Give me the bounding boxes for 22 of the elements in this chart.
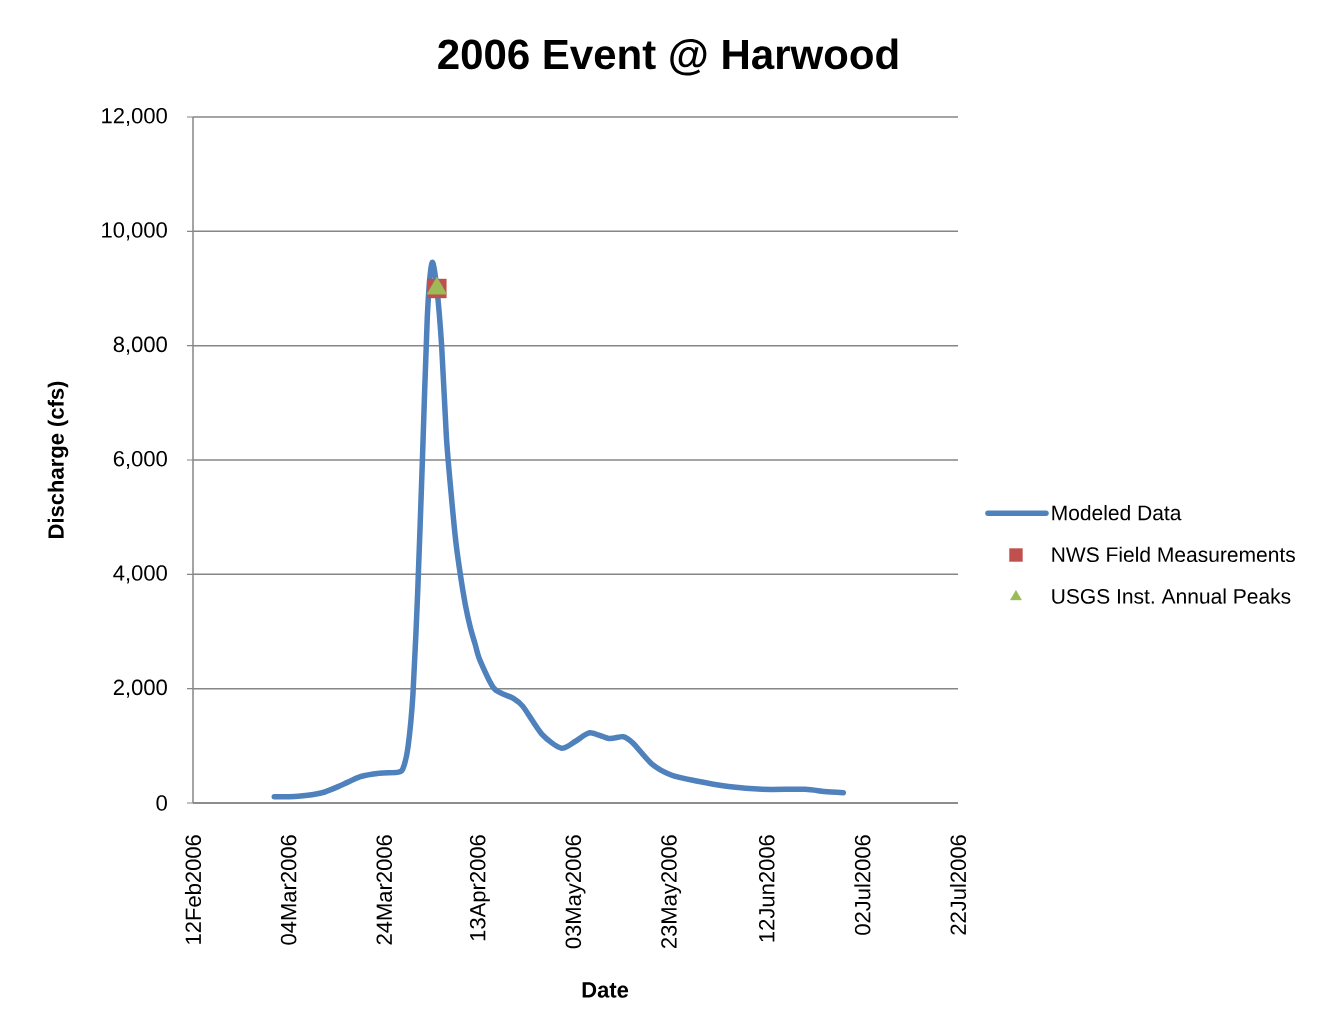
y-tick-label: 6,000 [113, 450, 167, 470]
chart-title: 2006 Event @ Harwood [438, 38, 898, 76]
x-tick-label: 22Jul2006 [949, 835, 967, 935]
x-tick-label: 12Feb2006 [184, 835, 202, 944]
x-tick-label: 02Jul2006 [854, 835, 871, 935]
legend-label: NWS Field Measurements [1052, 546, 1295, 563]
y-tick-label: 2,000 [113, 679, 167, 698]
x-axis-title: Date [582, 982, 629, 998]
y-axis-title: Discharge (cfs) [47, 381, 69, 538]
y-tick-label: 12,000 [102, 107, 167, 127]
x-tick-label: 03May2006 [565, 835, 586, 949]
legend-label: Modeled Data [1052, 504, 1182, 521]
y-tick-label: 0 [156, 795, 167, 811]
legend-label: USGS Inst. Annual Peaks [1052, 588, 1291, 604]
y-tick-label: 4,000 [113, 565, 167, 584]
x-tick-label: 24Mar2006 [376, 835, 393, 945]
y-tick-label: 8,000 [113, 336, 167, 355]
x-tick-label: 13Apr2006 [469, 835, 490, 941]
x-tick-label: 23May2006 [661, 835, 682, 949]
x-tick-label: 04Mar2006 [280, 835, 297, 945]
y-tick-label: 10,000 [102, 222, 167, 241]
x-tick-label: 12Jun2006 [758, 835, 775, 942]
